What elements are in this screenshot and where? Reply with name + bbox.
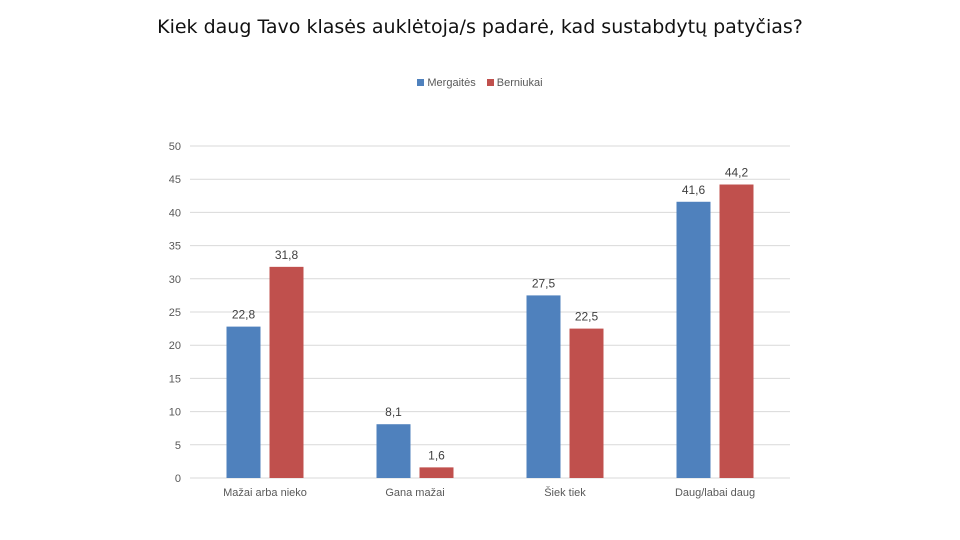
- x-category-label-1: Gana mažai: [385, 487, 444, 499]
- bar-berniukai-1: [419, 467, 454, 478]
- data-label-mergaites-0: 22,8: [232, 308, 256, 322]
- y-tick-label-40: 40: [169, 207, 181, 219]
- y-tick-label-50: 50: [169, 141, 181, 153]
- y-tick-label-5: 5: [175, 440, 181, 452]
- data-label-mergaites-1: 8,1: [385, 405, 402, 419]
- bar-berniukai-3: [719, 184, 754, 478]
- y-tick-label-15: 15: [169, 373, 181, 385]
- x-category-label-0: Mažai arba nieko: [223, 487, 307, 499]
- data-label-berniukai-2: 22,5: [575, 310, 599, 324]
- data-label-mergaites-3: 41,6: [682, 183, 706, 197]
- bar-berniukai-2: [569, 328, 604, 478]
- legend-label-berniukai: Berniukai: [496, 77, 543, 89]
- bar-berniukai-0: [269, 266, 304, 478]
- data-label-berniukai-1: 1,6: [428, 448, 445, 462]
- chart-title: Kiek daug Tavo klasės auklėtoja/s padarė…: [157, 16, 803, 38]
- data-label-berniukai-3: 44,2: [725, 166, 749, 180]
- y-tick-label-0: 0: [175, 473, 181, 485]
- y-tick-label-25: 25: [169, 307, 181, 319]
- y-tick-label-35: 35: [169, 241, 181, 253]
- y-tick-label-45: 45: [169, 174, 181, 186]
- data-label-mergaites-2: 27,5: [532, 276, 556, 290]
- chart-legend: Mergaitės Berniukai: [0, 77, 960, 89]
- y-tick-label-20: 20: [169, 340, 181, 352]
- data-label-berniukai-0: 31,8: [275, 248, 299, 262]
- y-tick-label-10: 10: [169, 407, 181, 419]
- legend-item-mergaites: Mergaitės: [417, 77, 476, 89]
- legend-label-mergaites: Mergaitės: [427, 77, 476, 89]
- bar-mergaites-3: [676, 201, 711, 478]
- legend-swatch-mergaites: [417, 78, 425, 86]
- bar-mergaites-0: [226, 326, 261, 478]
- legend-swatch-berniukai: [486, 78, 494, 86]
- x-category-label-2: Šiek tiek: [544, 486, 586, 499]
- bar-mergaites-1: [376, 424, 411, 478]
- y-tick-label-30: 30: [169, 274, 181, 286]
- legend-item-berniukai: Berniukai: [486, 77, 543, 89]
- x-category-label-3: Daug/labai daug: [675, 487, 755, 499]
- bar-mergaites-2: [526, 295, 561, 478]
